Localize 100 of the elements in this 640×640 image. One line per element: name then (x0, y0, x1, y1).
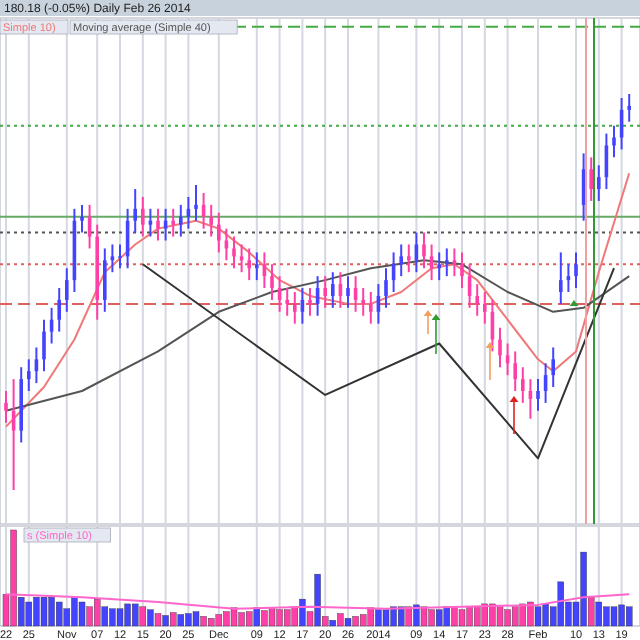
bar (185, 613, 192, 627)
candlestick (293, 291, 297, 325)
bar (177, 614, 184, 627)
bar (458, 609, 466, 627)
bar (25, 601, 32, 627)
bar (489, 603, 496, 627)
bar (390, 606, 397, 627)
bar (56, 601, 63, 627)
bar (132, 603, 139, 627)
candlestick (270, 263, 274, 301)
bar (382, 609, 390, 627)
bar (48, 597, 55, 627)
candlestick (612, 124, 616, 159)
candlestick (4, 390, 8, 424)
candlestick (65, 267, 69, 313)
candlestick (308, 287, 312, 317)
bar (192, 611, 200, 627)
bar (246, 611, 253, 627)
candlestick (171, 207, 175, 238)
candlestick (247, 247, 251, 282)
bar (474, 606, 481, 627)
bar (276, 609, 283, 627)
bar (542, 603, 549, 627)
bar (534, 606, 542, 627)
bar (329, 620, 336, 627)
candlestick (194, 184, 198, 222)
bar (626, 606, 633, 627)
candlestick (331, 271, 335, 309)
candlestick (437, 251, 441, 282)
candlestick (597, 164, 601, 202)
bar (109, 608, 116, 627)
bar (94, 598, 101, 627)
candlestick (217, 211, 221, 254)
bar (314, 573, 321, 627)
candlestick (285, 287, 289, 317)
candlestick (156, 207, 160, 242)
candlestick (209, 203, 213, 238)
bar (337, 613, 344, 627)
bar (352, 616, 359, 627)
bar (78, 601, 86, 627)
bar (33, 597, 40, 627)
bar (413, 604, 420, 627)
bar (436, 609, 443, 627)
candlestick (399, 243, 403, 278)
candlestick (80, 203, 84, 234)
bar (223, 611, 230, 627)
bar (253, 607, 260, 627)
bar (610, 606, 618, 627)
bar (557, 581, 564, 627)
bar (405, 606, 412, 627)
bar (360, 614, 367, 627)
candlestick (133, 188, 137, 234)
bar (451, 606, 458, 627)
bar (466, 606, 473, 627)
bar (230, 607, 238, 627)
candlestick (483, 291, 487, 325)
bar (101, 606, 108, 627)
candlestick (232, 235, 236, 270)
candlestick (445, 247, 449, 278)
bar (10, 529, 17, 627)
bar (375, 609, 382, 627)
bar (291, 606, 298, 627)
bar (299, 598, 306, 627)
bar (284, 609, 291, 627)
bar (504, 609, 511, 627)
bar (200, 616, 207, 627)
candlestick (346, 275, 350, 309)
candlestick (179, 203, 183, 238)
candlestick (521, 366, 525, 404)
bar (481, 603, 488, 627)
bar (162, 615, 169, 627)
bar (519, 603, 526, 627)
bar (208, 618, 215, 627)
bar (512, 606, 519, 627)
candlestick (559, 251, 563, 305)
candlestick (536, 378, 540, 412)
candlestick (57, 287, 61, 333)
bar (147, 609, 154, 627)
candlestick (407, 243, 411, 274)
candlestick (422, 231, 426, 270)
bar (71, 597, 78, 627)
bar (527, 601, 534, 627)
bar (215, 614, 222, 627)
candlestick (551, 346, 555, 389)
bar (116, 608, 124, 627)
candlestick (118, 243, 122, 270)
candlestick (513, 350, 517, 392)
candlestick (323, 275, 327, 309)
bar (443, 606, 450, 627)
candlestick (255, 251, 259, 282)
bar (170, 612, 177, 627)
candlestick (460, 251, 464, 290)
bar (40, 597, 48, 627)
bar (268, 608, 276, 627)
bar (261, 610, 268, 627)
bar (398, 606, 405, 627)
bar (420, 606, 428, 627)
bar (238, 612, 245, 627)
candlestick (103, 247, 107, 313)
candlestick (141, 195, 145, 238)
